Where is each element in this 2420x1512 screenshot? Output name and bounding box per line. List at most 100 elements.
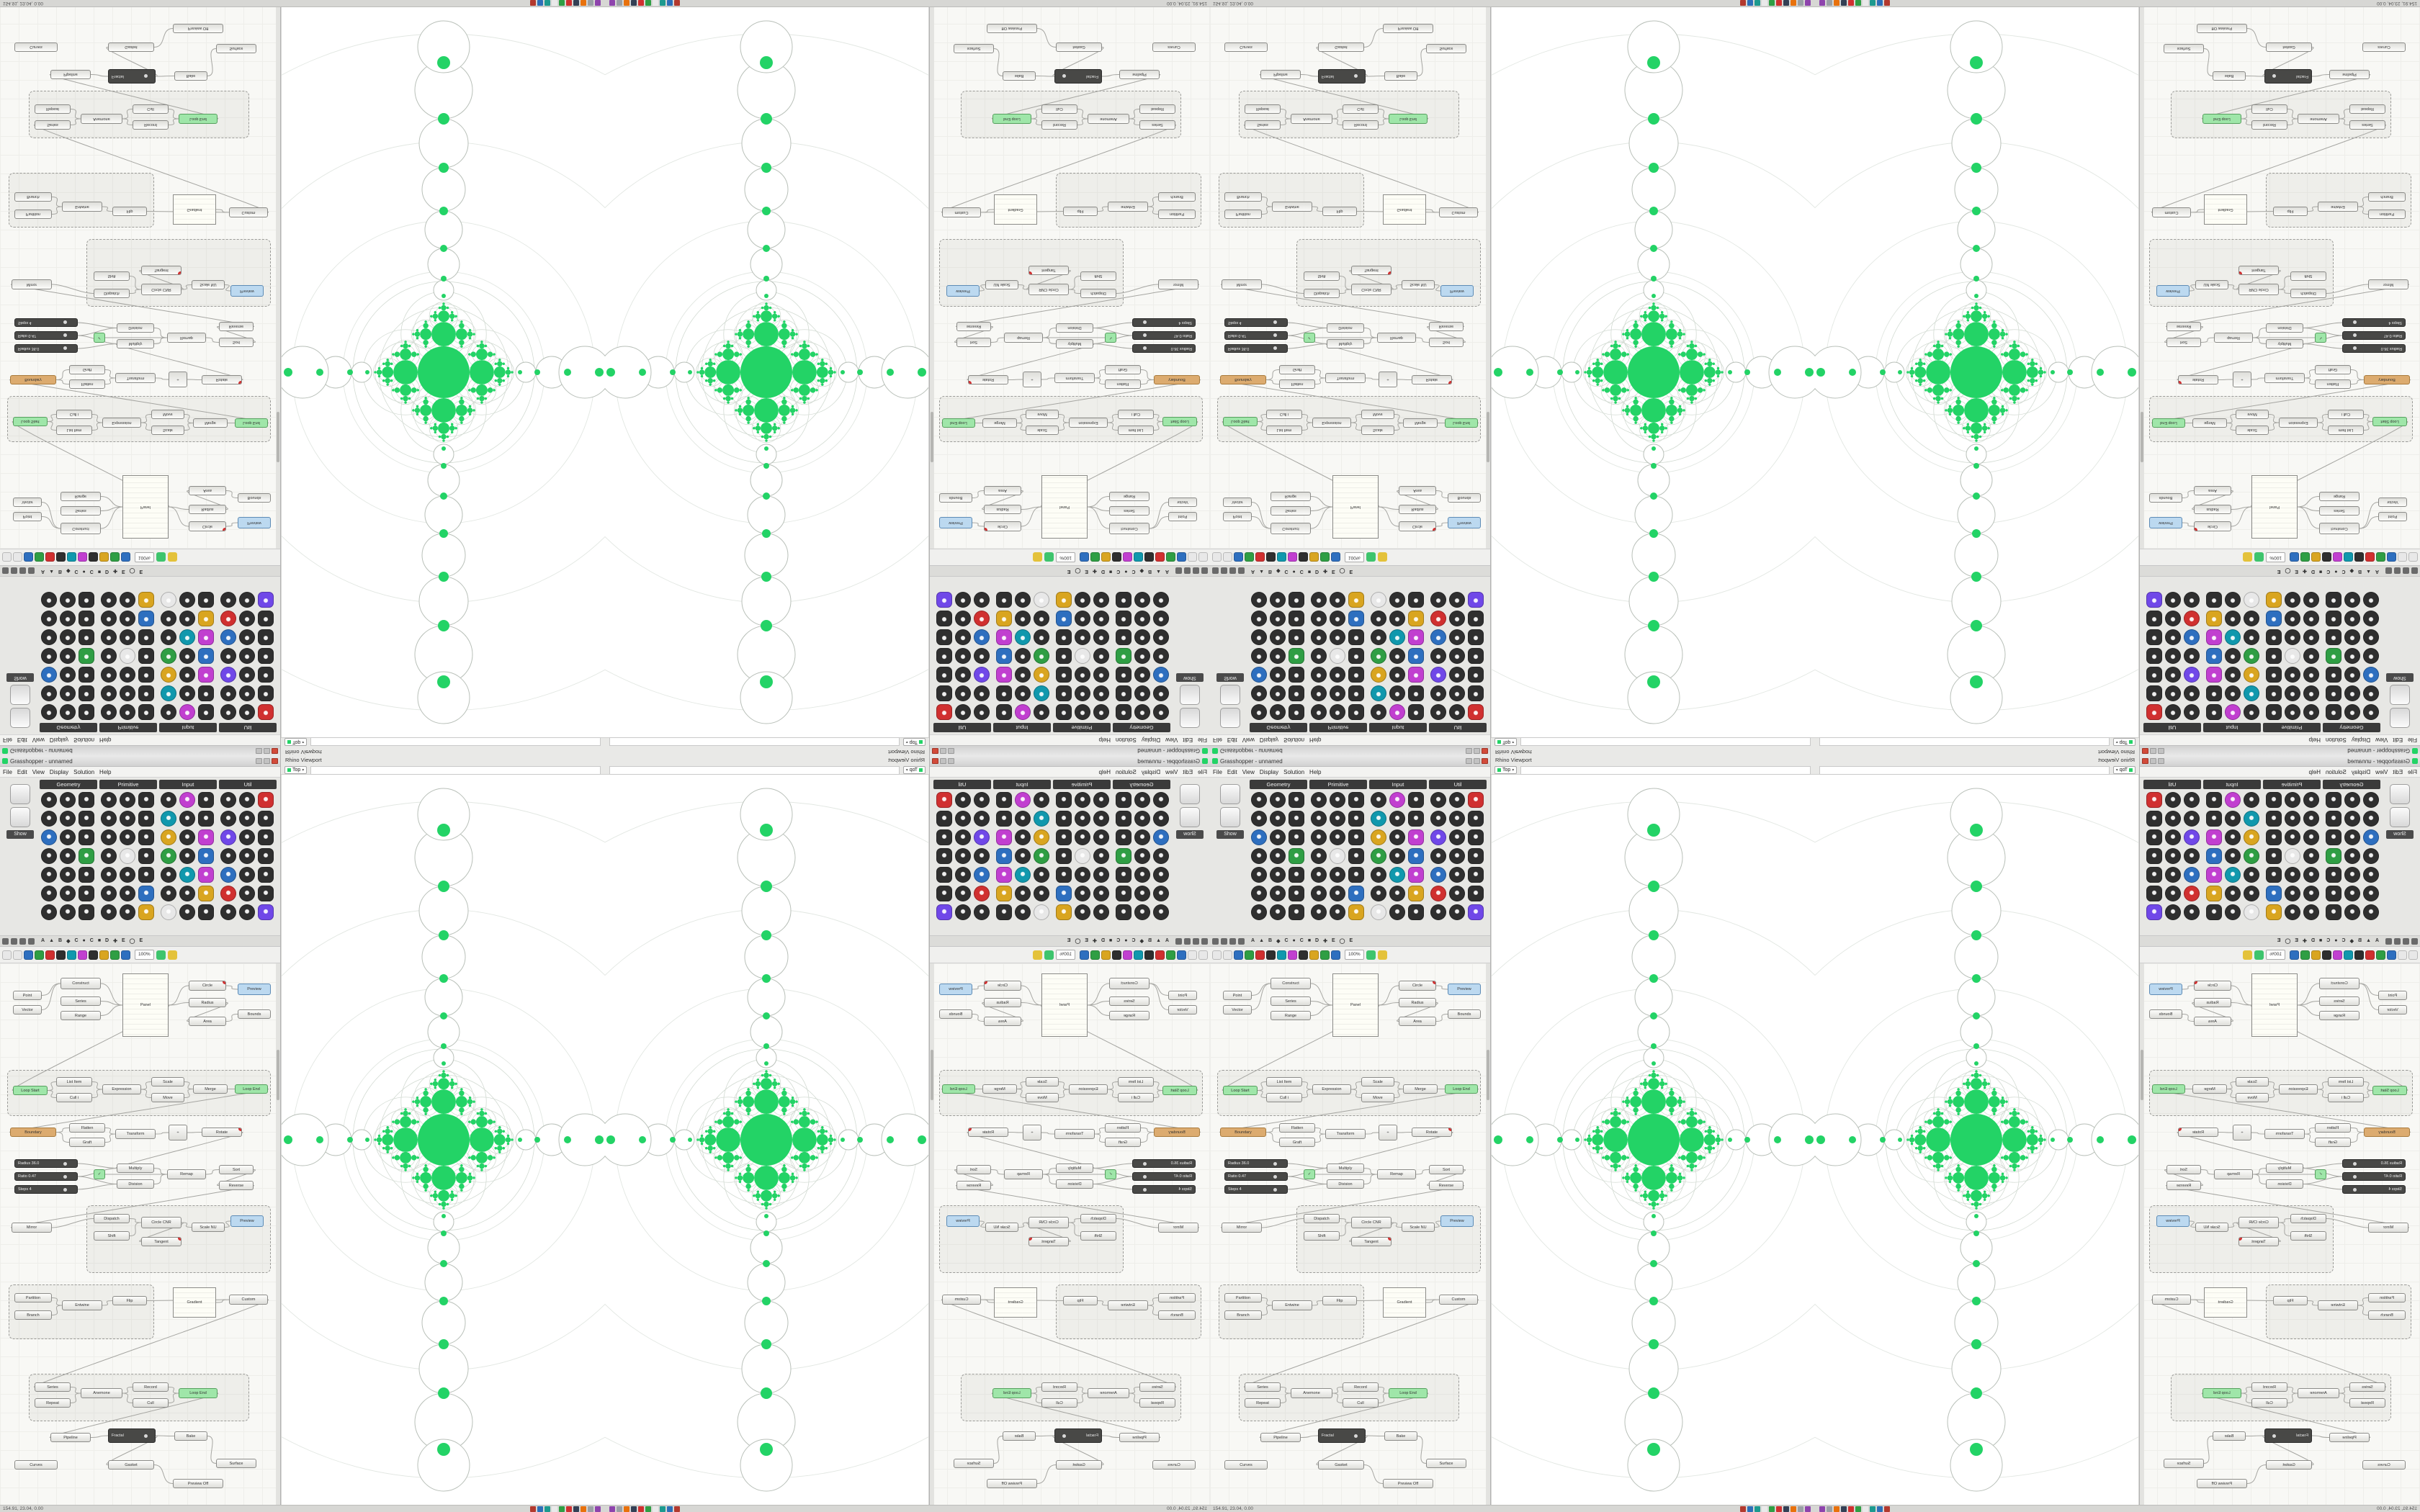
component-icon[interactable] — [41, 629, 57, 645]
component-icon[interactable] — [2165, 811, 2181, 827]
component-icon[interactable] — [2206, 592, 2222, 608]
component-icon[interactable] — [955, 629, 971, 645]
component-icon[interactable] — [1348, 829, 1364, 845]
component-icon[interactable] — [1348, 648, 1364, 664]
gh-node[interactable]: Transform — [115, 373, 156, 383]
app-icon[interactable] — [609, 1506, 615, 1512]
component-icon[interactable] — [2206, 611, 2222, 626]
component-icon[interactable] — [1430, 904, 1446, 920]
component-icon[interactable] — [2285, 829, 2300, 845]
gh-node[interactable]: Ratio 0.47 — [1224, 1172, 1288, 1181]
component-icon[interactable] — [2326, 648, 2341, 664]
component-icon[interactable] — [2363, 848, 2379, 864]
undo-icon[interactable] — [2394, 937, 2401, 945]
ribbon-group-label[interactable]: Primitive — [1053, 780, 1111, 789]
gh-node[interactable]: Tangent × — [1028, 1237, 1069, 1246]
component-icon[interactable] — [2326, 811, 2341, 827]
component-icon[interactable] — [1330, 685, 1345, 701]
app-icon[interactable] — [1877, 1506, 1883, 1512]
gh-node[interactable]: Reverse — [956, 1181, 991, 1190]
component-icon[interactable] — [2184, 886, 2200, 901]
component-icon[interactable] — [1449, 811, 1465, 827]
component-icon[interactable] — [2285, 667, 2300, 683]
component-icon[interactable] — [2344, 886, 2360, 901]
component-icon[interactable] — [1270, 792, 1286, 808]
maximize-button[interactable] — [940, 758, 946, 764]
component-icon[interactable] — [1034, 611, 1049, 626]
app-icon[interactable] — [559, 1506, 565, 1512]
gh-node[interactable]: Mirror — [1158, 1223, 1198, 1233]
gh-node[interactable]: Cull i — [2328, 410, 2364, 419]
component-icon[interactable] — [258, 904, 274, 920]
gh-node[interactable]: Remap — [1377, 333, 1416, 343]
component-icon[interactable] — [120, 792, 135, 808]
file-icon[interactable] — [1212, 567, 1219, 575]
component-icon[interactable] — [1289, 611, 1304, 626]
canvas-scrollbar[interactable] — [2140, 5, 2144, 549]
menu-file[interactable]: File — [1198, 737, 1207, 744]
gh-node[interactable]: Circle CNR — [2238, 1217, 2279, 1228]
toolbar-icon[interactable] — [1245, 552, 1254, 562]
gh-node[interactable]: Preview — [2156, 285, 2190, 297]
component-icon[interactable] — [2266, 685, 2282, 701]
app-icon[interactable] — [624, 1506, 629, 1512]
component-icon[interactable] — [2184, 811, 2200, 827]
ribbon-tab[interactable]: ◆ — [2349, 939, 2354, 944]
app-icon[interactable] — [1877, 0, 1883, 6]
gh-node[interactable]: Steps 4 — [1224, 318, 1288, 327]
zoom-indicator[interactable]: 100% — [2266, 552, 2285, 562]
gh-node[interactable]: Transform — [2264, 1129, 2305, 1139]
ribbon-tab[interactable]: ◯ — [2285, 939, 2291, 944]
gh-node[interactable]: Branch — [2368, 1310, 2406, 1320]
app-icon[interactable] — [1827, 1506, 1832, 1512]
gh-node[interactable]: Repeat — [35, 1398, 71, 1408]
component-icon[interactable] — [1251, 629, 1267, 645]
redo-icon[interactable] — [2385, 937, 2392, 945]
component-icon[interactable] — [1408, 792, 1424, 808]
gh-node[interactable]: Range — [1270, 492, 1311, 501]
gh-node[interactable]: Division — [1327, 323, 1364, 333]
app-icon[interactable] — [653, 1506, 658, 1512]
gh-node[interactable]: Move — [1361, 1093, 1394, 1102]
toolbar-icon[interactable] — [1331, 950, 1340, 960]
file-icon[interactable] — [2411, 937, 2418, 945]
component-icon[interactable] — [1311, 704, 1327, 720]
redo-icon[interactable] — [28, 937, 35, 945]
ribbon-group-label[interactable]: Primitive — [1309, 723, 1367, 732]
component-icon[interactable] — [1251, 592, 1267, 608]
component-icon[interactable] — [2303, 611, 2319, 626]
gh-node[interactable]: Cull i — [1266, 1093, 1302, 1102]
gh-node[interactable]: Flatten — [69, 379, 105, 389]
gh-node[interactable]: Gasket — [108, 42, 154, 52]
ribbon-tab[interactable]: E — [121, 938, 125, 943]
gh-node[interactable]: Flatten — [1105, 379, 1141, 389]
gh-node[interactable]: Transform — [1054, 373, 1095, 383]
component-icon[interactable] — [1311, 904, 1327, 920]
app-icon[interactable] — [674, 1506, 680, 1512]
gh-node[interactable]: Radius 36.0 — [2342, 1159, 2406, 1168]
gh-node[interactable]: Loop End — [2202, 1388, 2241, 1398]
component-icon[interactable] — [2244, 904, 2259, 920]
component-icon[interactable] — [2344, 811, 2360, 827]
toolbar-icon[interactable] — [2322, 950, 2331, 960]
toolbar-icon[interactable] — [56, 552, 66, 562]
component-icon[interactable] — [2244, 886, 2259, 901]
minimize-button[interactable] — [1466, 758, 1472, 764]
gh-node[interactable]: Gasket — [2266, 42, 2312, 52]
gh-node[interactable]: Loop End — [1445, 418, 1478, 428]
component-icon[interactable] — [1153, 611, 1169, 626]
ribbon-tab[interactable]: ◆ — [1276, 939, 1281, 944]
ribbon-group-label[interactable]: Util — [933, 723, 991, 732]
component-icon[interactable] — [161, 886, 176, 901]
component-icon[interactable] — [79, 648, 94, 664]
gh-node[interactable]: Partition — [14, 210, 52, 219]
app-icon[interactable] — [1841, 1506, 1847, 1512]
component-icon[interactable] — [1116, 904, 1131, 920]
component-icon[interactable] — [996, 867, 1012, 883]
component-icon[interactable] — [1270, 611, 1286, 626]
toolbar-icon[interactable] — [35, 950, 44, 960]
ribbon-side-button-1[interactable] — [1180, 708, 1200, 728]
component-icon[interactable] — [138, 704, 154, 720]
canvas-scrollbar[interactable] — [930, 963, 934, 1507]
gh-node[interactable]: Anemone — [2298, 114, 2339, 124]
